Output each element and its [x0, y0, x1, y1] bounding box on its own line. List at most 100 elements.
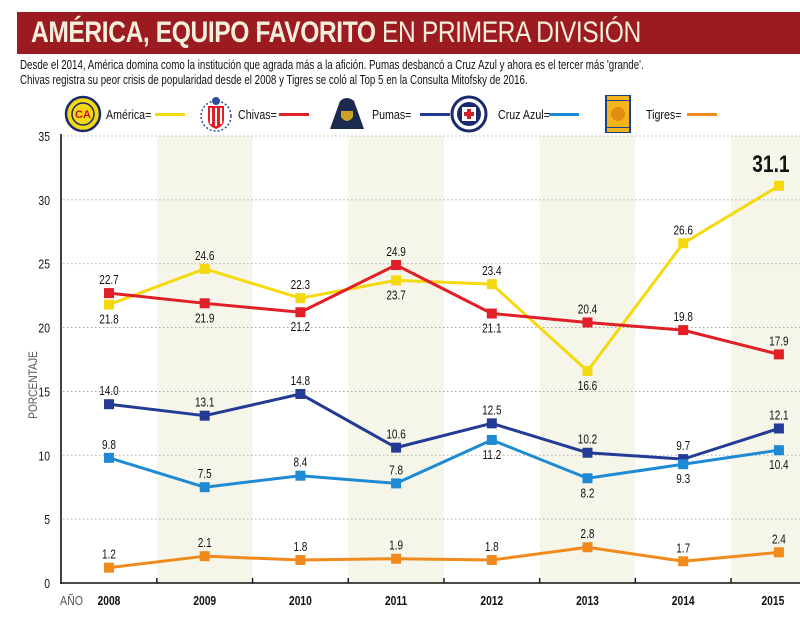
x-axis-label: AÑO [60, 594, 83, 608]
data-point-cruz-azul [104, 452, 114, 463]
chivas-crest-icon [200, 97, 232, 132]
legend-item-tigres: Tigres= [604, 94, 718, 134]
data-point-pumas [773, 423, 784, 434]
y-tick-label: 35 [38, 130, 50, 144]
data-label-américa: 22.3 [291, 279, 310, 292]
chart-subtitle: Desde el 2014, América domina como la in… [20, 58, 644, 88]
data-label-cruz-azul: 8.4 [293, 457, 307, 470]
x-tick-label: 2011 [385, 595, 408, 608]
y-axis-label: PORCENTAJE [27, 351, 40, 419]
title-light-part: EN PRIMERA DIVISIÓN [382, 16, 641, 49]
series-pumas: 14.0 13.1 14.8 10.6 12.5 10.2 9.7 12.1 [99, 375, 789, 465]
x-tick-label: 2013 [576, 595, 599, 608]
legend-item-america: CA América= [64, 94, 186, 134]
club-america-crest-icon: CA [64, 95, 102, 133]
data-point-chivas [582, 317, 593, 328]
data-label-cruz-azul: 11.2 [482, 449, 501, 462]
series-cruz-azul: 9.8 7.5 8.4 7.8 11.2 8.2 9.3 10.4 [102, 434, 789, 501]
data-label-pumas: 10.2 [578, 434, 597, 447]
shaded-column [731, 136, 800, 583]
subtitle-line-1: Desde el 2014, América domina como la in… [20, 58, 644, 72]
data-label-chivas: 17.9 [769, 335, 788, 348]
data-label-cruz-azul: 10.4 [769, 459, 788, 472]
data-point-américa [486, 279, 497, 290]
data-point-américa [104, 299, 114, 310]
data-label-cruz-azul: 9.3 [676, 473, 690, 486]
tigres-crest-icon [605, 95, 631, 133]
cruz-azul-crest-icon [450, 95, 488, 133]
series-tigres: 1.2 2.1 1.8 1.9 1.8 2.8 1.7 2.4 [102, 528, 786, 573]
data-label-cruz-azul: 7.8 [389, 464, 403, 477]
data-point-pumas [104, 399, 114, 410]
y-gridlines [63, 135, 800, 520]
legend-swatch-pumas [420, 112, 451, 116]
shaded-column [348, 136, 444, 583]
data-label-tigres: 1.8 [485, 541, 499, 554]
chart-title: AMÉRICA, EQUIPO FAVORITO EN PRIMERA DIVI… [31, 15, 641, 51]
series-américa: 21.8 24.6 22.3 23.7 23.4 16.6 26.6 31.1 [99, 150, 789, 394]
data-label-pumas: 14.8 [291, 375, 310, 388]
legend-swatch-cruz-azul [549, 112, 580, 116]
title-bold-part: AMÉRICA, EQUIPO FAVORITO [31, 16, 376, 49]
series-line-tigres [108, 545, 780, 570]
y-tick-label: 15 [38, 385, 50, 399]
data-label-pumas: 9.7 [676, 440, 690, 453]
data-point-tigres [486, 555, 497, 566]
data-label-américa: 21.8 [99, 314, 118, 327]
data-point-tigres [199, 551, 210, 562]
data-point-tigres [104, 562, 114, 573]
data-point-cruz-azul [582, 473, 593, 484]
y-tick-label: 10 [38, 449, 50, 463]
legend-swatch-tigres [687, 112, 718, 116]
series-line-chivas [108, 263, 780, 356]
y-tick-label: 30 [38, 194, 50, 208]
x-tick-label: 2015 [762, 595, 785, 608]
data-label-tigres: 1.2 [102, 549, 116, 562]
data-point-chivas [486, 308, 497, 319]
data-label-tigres: 1.8 [293, 541, 307, 554]
data-label-pumas: 14.0 [99, 385, 118, 398]
data-label-tigres: 2.4 [772, 533, 786, 546]
series-line-cruz-azul [108, 438, 780, 489]
data-point-cruz-azul [678, 459, 689, 470]
legend-label-cruz-azul: Cruz Azul= [498, 106, 550, 122]
data-point-américa [199, 263, 210, 274]
data-point-cruz-azul [199, 482, 210, 493]
data-point-américa [678, 238, 689, 249]
shaded-column [539, 136, 636, 583]
series-line-pumas [108, 392, 780, 461]
data-point-chivas [199, 298, 210, 309]
data-point-tigres [582, 542, 593, 553]
data-label-chivas: 22.7 [99, 274, 118, 287]
x-tick-label: 2009 [193, 595, 216, 608]
legend-item-cruz-azul: Cruz Azul= [450, 94, 580, 134]
data-label-américa: 16.6 [578, 380, 597, 393]
data-label-chivas: 21.2 [291, 321, 310, 334]
data-label-cruz-azul: 8.2 [581, 487, 595, 500]
data-point-tigres [678, 556, 689, 567]
data-point-américa [582, 365, 593, 376]
data-label-américa: 24.6 [195, 250, 214, 263]
y-tick-label: 20 [38, 322, 50, 336]
data-label-pumas: 13.1 [195, 397, 214, 410]
data-point-tigres [295, 555, 306, 566]
data-label-pumas: 10.6 [386, 429, 405, 442]
data-point-cruz-azul [295, 470, 306, 481]
legend-label-pumas: Pumas= [372, 106, 412, 122]
data-point-chivas [773, 349, 784, 360]
x-tick-label: 2008 [98, 595, 121, 608]
data-point-pumas [678, 454, 689, 465]
data-point-cruz-azul [391, 478, 402, 489]
y-tick-label: 5 [44, 513, 50, 527]
data-point-américa [773, 180, 784, 191]
data-label-tigres: 1.7 [676, 542, 690, 555]
data-point-cruz-azul [486, 434, 497, 445]
data-point-américa [391, 275, 402, 286]
y-tick-label: 25 [38, 258, 50, 272]
data-point-chivas [104, 288, 114, 299]
column-shading [156, 136, 800, 583]
x-tick-label: 2010 [289, 595, 312, 608]
data-point-tigres [773, 547, 784, 558]
data-point-tigres [391, 553, 402, 564]
